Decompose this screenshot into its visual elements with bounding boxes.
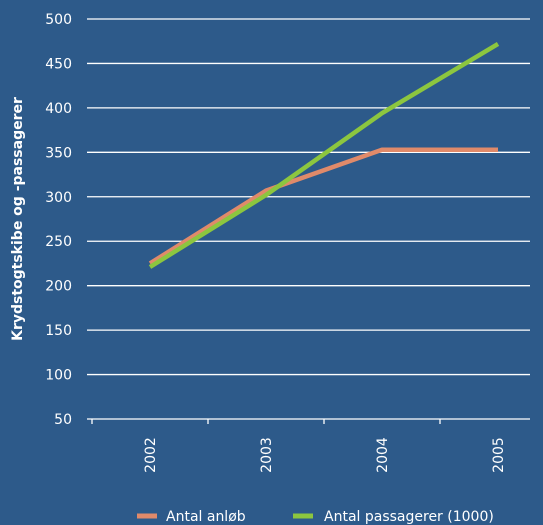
legend-label-1: Antal passagerer (1000)	[324, 509, 494, 525]
y-tick-label-500: 500	[45, 12, 72, 28]
y-tick-label-350: 350	[45, 145, 72, 161]
grid-lines	[87, 18, 530, 420]
y-tick-label-200: 200	[45, 279, 72, 295]
y-tick-label-300: 300	[45, 190, 72, 206]
y-axis-ticks: 50 100 150 200 250 300 350 400 450 500	[45, 12, 72, 428]
y-tick-label-50: 50	[54, 412, 72, 428]
series-line-1	[148, 41, 500, 269]
legend-label-0: Antal anløb	[166, 509, 246, 525]
x-axis: 2002 2003 2004 2005	[91, 419, 507, 473]
y-tick-label-100: 100	[45, 368, 72, 384]
x-tick-label-2002: 2002	[143, 437, 159, 473]
series-lines	[148, 41, 500, 269]
x-tick-label-2005: 2005	[491, 437, 507, 473]
y-tick-label-450: 450	[45, 56, 72, 72]
series-line-0	[148, 147, 498, 266]
x-tick-label-2004: 2004	[375, 437, 391, 473]
y-tick-label-150: 150	[45, 323, 72, 339]
legend: Antal anløb Antal passagerer (1000)	[137, 509, 494, 525]
y-tick-label-400: 400	[45, 101, 72, 117]
y-tick-label-250: 250	[45, 234, 72, 250]
y-axis-title: Krydstogtskibe og -passagerer	[10, 97, 26, 341]
x-tick-label-2003: 2003	[259, 437, 275, 473]
